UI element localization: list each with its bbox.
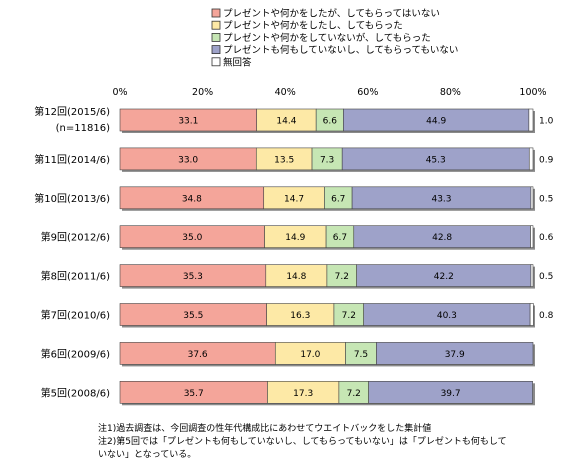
data-label: 7.3 [320,155,334,165]
category-label: 第5回(2008/6) [41,386,110,399]
legend-swatch-3 [211,33,221,42]
chart-legend: プレゼントや何かをしたが、してもらってはいないプレゼントや何かをしたし、してもら… [211,8,458,68]
data-label: 35.3 [183,272,203,282]
data-label: 0.5 [539,272,553,282]
legend-label-1: プレゼントや何かをしたが、してもらってはいない [223,8,440,20]
data-label: 16.3 [290,311,310,321]
data-label: 6.7 [331,194,345,204]
data-label: 7.5 [354,350,368,360]
category-label: 第9回(2012/6) [41,231,110,244]
data-label: 6.6 [323,117,338,127]
data-label: 43.3 [431,194,451,204]
note-2-line-2: いない」となっている。 [98,450,197,460]
legend-swatch-2 [211,20,221,30]
x-tick-label: 100% [519,87,546,98]
data-label: 0.6 [539,233,554,243]
data-label: 0.9 [539,155,554,165]
category-label: 第10回(2013/6) [34,192,110,205]
data-label: 39.7 [441,389,461,399]
x-tick-label: 40% [275,87,296,98]
bar-segment [530,186,534,210]
chart-notes: 注1)過去調査は、今回調査の性年代構成比にあわせてウエイトバックをした集計値 注… [98,423,568,462]
data-label: 40.3 [437,311,457,321]
data-label: 35.0 [182,233,202,243]
data-label: 6.7 [333,233,347,243]
data-label: 44.9 [426,117,446,127]
data-label: 45.3 [426,155,446,165]
category-label: 第11回(2014/6) [34,153,110,166]
data-label: 0.8 [539,311,554,321]
category-label: 第12回(2015/6) [34,105,110,118]
note-1: 注1)過去調査は、今回調査の性年代構成比にあわせてウエイトバックをした集計値 [98,424,432,434]
x-tick-label: 0% [112,87,127,98]
bar-segment [376,342,534,365]
x-tick-label: 80% [440,87,461,98]
bar-segment [368,380,533,404]
bar-segment [528,147,534,171]
data-label: 42.8 [432,233,452,243]
category-label: 第8回(2011/6) [41,270,110,283]
data-label: 14.9 [285,233,305,243]
data-label: 1.0 [539,117,554,127]
x-axis-tick-labels: 0% 20% 40% 60% 80% 100% [112,87,546,98]
data-label: 14.8 [286,272,306,282]
legend-swatch-4 [211,45,221,54]
note-2-line-1: 注2)第5回では「プレゼントも何もしていないし、してもらってもいない」は「プレゼ… [98,437,507,447]
chart-bars: 33.1 14.4 6.6 44.9 1.0 33.0 13.5 7.3 45.3 0.9 34.8… [119,108,554,406]
data-label: 37.9 [445,350,465,360]
data-label: 17.0 [300,350,320,360]
data-label: 7.2 [347,389,361,399]
bar-segment [530,264,534,287]
data-label: 34.8 [182,194,202,204]
data-label: 0.5 [539,194,553,204]
bar-segment [529,303,534,326]
legend-swatch-1 [211,8,221,18]
bar-segment [528,108,534,132]
data-label: 35.5 [183,311,203,321]
legend-label-5: 無回答 [223,56,252,68]
data-label: 42.2 [434,272,454,282]
x-tick-label: 20% [192,87,213,98]
legend-label-3: プレゼントや何かをしていないが、してもらった [223,32,431,44]
data-label: 7.2 [342,311,356,321]
data-label: 13.5 [274,155,294,165]
data-label: 33.0 [178,155,198,165]
data-label: 7.2 [335,272,349,282]
data-label: 14.4 [276,117,296,127]
data-label: 37.6 [188,350,208,360]
data-label: 17.3 [293,389,313,399]
category-labels: 第12回(2015/6) (n=11816) 第11回(2014/6) 第10回(20… [34,105,110,399]
data-label: 35.7 [184,389,204,399]
category-label: 第7回(2010/6) [41,309,110,322]
x-tick-label: 60% [357,87,378,98]
data-label: 33.1 [178,117,198,127]
category-label: 第6回(2009/6) [41,347,110,360]
data-label: 14.7 [284,194,304,204]
legend-label-2: プレゼントや何かをしたし、してもらった [223,20,403,32]
category-sample-size: (n=11816) [56,123,110,134]
legend-swatch-5 [211,57,221,67]
bar-segment [530,225,534,248]
legend-label-4: プレゼントも何もしていないし、してもらってもいない [223,44,458,56]
